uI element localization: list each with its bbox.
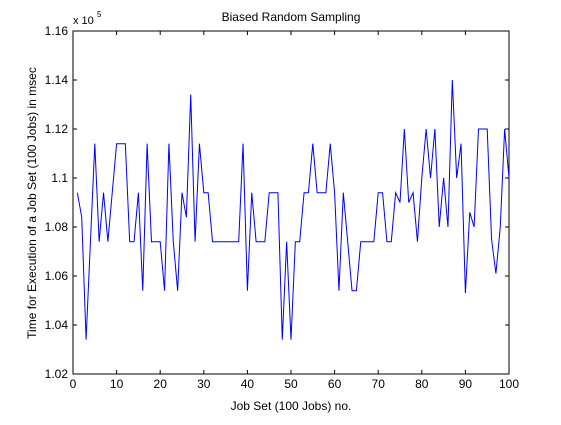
y-tick-label: 1.1 xyxy=(51,171,68,185)
x-axis: 0 10 20 30 40 50 60 70 80 90 100 xyxy=(70,31,519,391)
series-line xyxy=(76,79,510,340)
y-axis-label: Time for Execution of a Job Set (100 Job… xyxy=(25,67,39,339)
y-multiplier-label: x 10 xyxy=(73,15,94,27)
x-tick-label: 30 xyxy=(197,377,211,391)
x-tick-label: 60 xyxy=(328,377,342,391)
y-tick-label: 1.02 xyxy=(45,367,69,381)
x-tick-label: 70 xyxy=(372,377,386,391)
x-axis-label: Job Set (100 Jobs) no. xyxy=(231,399,352,413)
y-tick-label: 1.06 xyxy=(45,269,69,283)
x-tick-label: 50 xyxy=(284,377,298,391)
x-tick-label: 90 xyxy=(459,377,473,391)
x-tick-label: 20 xyxy=(154,377,168,391)
x-tick-label: 0 xyxy=(70,377,77,391)
y-tick-label: 1.12 xyxy=(45,122,69,136)
x-tick-label: 10 xyxy=(110,377,124,391)
y-tick-label: 1.14 xyxy=(45,73,69,87)
chart-title: Biased Random Sampling xyxy=(222,10,361,24)
x-tick-label: 80 xyxy=(415,377,429,391)
y-multiplier-exponent: 5 xyxy=(97,10,102,19)
y-tick-label: 1.08 xyxy=(45,220,69,234)
x-tick-label: 40 xyxy=(241,377,255,391)
y-axis: 1.02 1.04 1.06 1.08 1.1 1.12 1.14 1.16 xyxy=(45,24,509,381)
x-tick-label: 100 xyxy=(499,377,519,391)
y-tick-label: 1.16 xyxy=(45,24,69,38)
y-tick-label: 1.04 xyxy=(45,318,69,332)
